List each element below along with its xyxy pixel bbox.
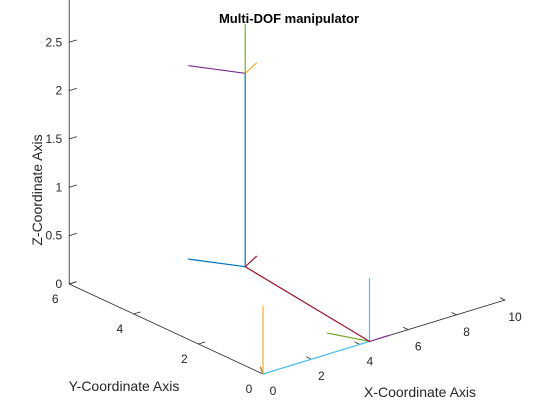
- series-8: [188, 258, 246, 268]
- z-tick-label: 2.5: [46, 35, 63, 49]
- z-tick-mark: [68, 39, 77, 43]
- z-tick-label: 0: [56, 277, 63, 291]
- series-11: [244, 62, 258, 74]
- z-tick-mark: [68, 281, 77, 285]
- chart-title: Multi-DOF manipulator: [219, 11, 359, 26]
- series-segment: [188, 65, 246, 74]
- series-2: [262, 340, 371, 375]
- series-segment: [262, 340, 371, 375]
- z-tick-mark: [68, 232, 77, 237]
- x-tick-mark: [499, 297, 506, 301]
- series-segment: [326, 332, 371, 342]
- y-axis-label: Y-Coordinate Axis: [69, 378, 180, 394]
- x-tick-label: 2: [318, 369, 325, 383]
- y-tick-label: 6: [52, 292, 59, 306]
- series-6: [244, 266, 371, 342]
- z-axis-label: Z-Coordinate Axis: [29, 134, 45, 245]
- series-segment: [244, 62, 258, 74]
- x-tick-label: 8: [463, 325, 470, 339]
- series-group: [188, 24, 390, 375]
- z-tick-label: 1.5: [46, 132, 63, 146]
- z-tick-mark: [68, 136, 77, 140]
- series-segment: [244, 266, 371, 342]
- y-tick-mark: [133, 311, 141, 315]
- x-tick-label: 6: [415, 340, 422, 354]
- series-4: [326, 332, 371, 342]
- x-axis-label: X-Coordinate Axis: [364, 384, 476, 400]
- x-tick-label: 0: [270, 384, 277, 398]
- y-axis-line: [68, 283, 264, 375]
- series-9: [244, 255, 258, 268]
- z-tick-mark: [68, 184, 77, 188]
- x-tick-label: 10: [508, 310, 522, 324]
- y-tick-mark: [197, 341, 206, 345]
- x-tick-mark: [451, 312, 458, 316]
- y-tick-label: 4: [116, 322, 123, 336]
- y-tick-label: 0: [246, 382, 253, 396]
- z-tick-label: 3: [56, 0, 63, 1]
- z-tick-mark: [68, 88, 77, 91]
- x-tick-mark: [402, 326, 409, 331]
- axes-group: [68, 0, 506, 375]
- series-segment: [188, 258, 246, 268]
- z-tick-label: 0.5: [46, 229, 63, 243]
- x-tick-label: 4: [366, 354, 373, 368]
- z-tick-label: 1: [56, 180, 63, 194]
- series-10: [188, 65, 246, 74]
- series-5: [368, 334, 390, 342]
- series-segment: [368, 334, 390, 342]
- z-tick-label: 2: [56, 84, 63, 98]
- y-tick-label: 2: [181, 352, 188, 366]
- series-segment: [244, 255, 258, 268]
